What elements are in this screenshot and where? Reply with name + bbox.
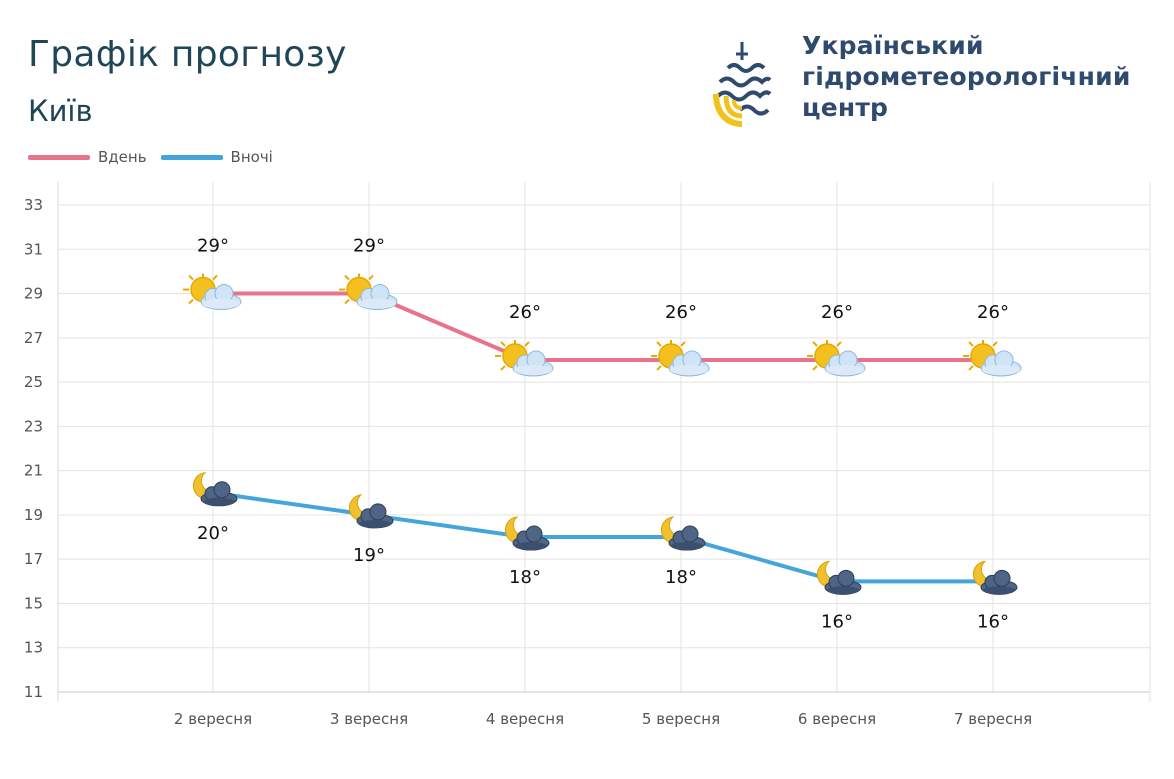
y-tick-label: 23 — [24, 417, 43, 435]
org-name-line1: Український — [802, 31, 984, 60]
moon-cloud-icon — [660, 516, 706, 551]
data-label-night: 20° — [197, 523, 229, 544]
sun-cloud-icon — [494, 338, 554, 377]
y-tick-label: 13 — [24, 639, 43, 657]
moon-cloud-icon — [816, 560, 862, 595]
data-label-day: 26° — [821, 302, 853, 323]
chart-legend: Вдень Вночі — [28, 148, 287, 166]
data-label-day: 26° — [665, 302, 697, 323]
legend-swatch-day — [28, 154, 90, 160]
y-tick-label: 19 — [24, 506, 43, 524]
moon-cloud-icon — [972, 560, 1018, 595]
series-line-day — [213, 291, 993, 362]
city-name: Київ — [28, 94, 93, 128]
data-label-day: 29° — [197, 236, 229, 257]
data-label-night: 16° — [977, 611, 1009, 632]
sun-cloud-icon — [650, 338, 710, 377]
y-tick-label: 27 — [24, 329, 43, 347]
y-tick-label: 21 — [24, 462, 43, 480]
x-tick-label: 4 вересня — [486, 710, 564, 728]
y-tick-label: 29 — [24, 285, 43, 303]
sun-cloud-icon — [962, 338, 1022, 377]
legend-label-night: Вночі — [230, 148, 273, 166]
org-name-line2: гідрометеорологічний — [802, 62, 1131, 91]
data-label-day: 26° — [509, 302, 541, 323]
y-tick-label: 11 — [24, 683, 43, 701]
legend-item-day[interactable]: Вдень — [28, 148, 147, 166]
data-label-night: 18° — [665, 567, 697, 588]
org-logo — [712, 36, 776, 132]
y-tick-label: 25 — [24, 373, 43, 391]
sun-cloud-icon — [182, 272, 242, 311]
x-tick-label: 3 вересня — [330, 710, 408, 728]
series-line-night — [212, 490, 993, 584]
drop-logo-icon — [713, 38, 772, 127]
sun-cloud-icon — [338, 272, 398, 311]
data-label-night: 18° — [509, 567, 541, 588]
x-tick-label: 2 вересня — [174, 710, 252, 728]
data-label-night: 16° — [821, 611, 853, 632]
moon-cloud-icon — [192, 472, 238, 507]
y-tick-label: 33 — [24, 196, 43, 214]
sun-cloud-icon — [806, 338, 866, 377]
org-name-line3: центр — [802, 93, 889, 122]
x-tick-label: 6 вересня — [798, 710, 876, 728]
y-tick-label: 15 — [24, 594, 43, 612]
y-tick-label: 17 — [24, 550, 43, 568]
y-tick-label: 31 — [24, 240, 43, 258]
org-name: Український гідрометеорологічний центр — [802, 30, 1162, 123]
data-label-day: 29° — [353, 236, 385, 257]
x-tick-label: 7 вересня — [954, 710, 1032, 728]
moon-cloud-icon — [504, 516, 550, 551]
legend-item-night[interactable]: Вночі — [160, 148, 273, 166]
legend-label-day: Вдень — [98, 148, 147, 166]
data-label-day: 26° — [977, 302, 1009, 323]
data-label-night: 19° — [353, 545, 385, 566]
x-tick-label: 5 вересня — [642, 710, 720, 728]
page-title: Графік прогнозу — [28, 34, 347, 75]
moon-cloud-icon — [348, 494, 394, 529]
legend-swatch-night — [160, 154, 223, 160]
